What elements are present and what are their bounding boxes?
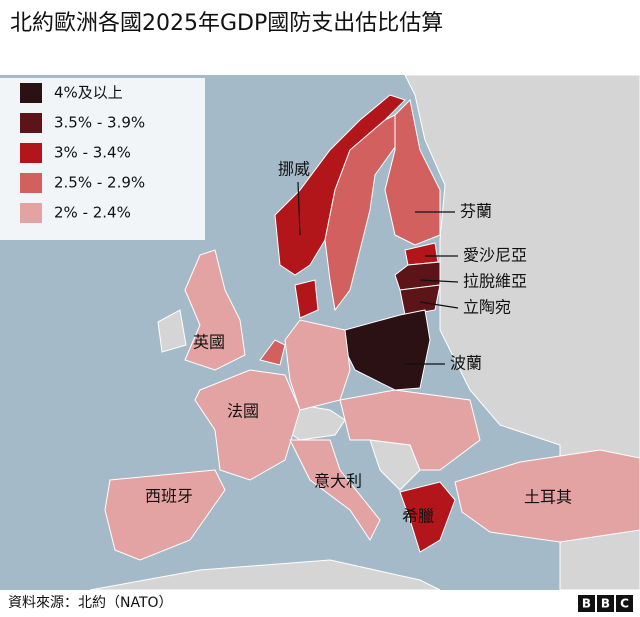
legend-label: 3% - 3.4% bbox=[54, 144, 131, 162]
country-italy bbox=[289, 439, 381, 541]
country-label: 拉脫維亞 bbox=[463, 272, 527, 291]
country-label: 希臘 bbox=[402, 507, 434, 526]
legend-swatch bbox=[20, 83, 42, 103]
country-label: 立陶宛 bbox=[463, 298, 511, 317]
legend-swatch bbox=[20, 113, 42, 133]
legend-label: 3.5% - 3.9% bbox=[54, 114, 145, 132]
country-labels: 挪威 芬蘭 愛沙尼亞 拉脫維亞 立陶宛 英國 波蘭 法國 意大利 西班牙 希臘 … bbox=[145, 160, 572, 526]
country-label: 西班牙 bbox=[145, 487, 193, 506]
logo-letter: C bbox=[620, 597, 629, 611]
legend-label: 4%及以上 bbox=[54, 84, 123, 102]
country-uk bbox=[184, 249, 246, 371]
country-label: 愛沙尼亞 bbox=[463, 246, 527, 265]
country-finland bbox=[384, 98, 441, 246]
country-label: 法國 bbox=[227, 402, 259, 421]
logo-block bbox=[578, 595, 595, 612]
country-france bbox=[194, 369, 301, 481]
countries bbox=[104, 94, 640, 561]
country-greece bbox=[399, 481, 456, 553]
legend-swatch bbox=[20, 173, 42, 193]
logo-letter: B bbox=[582, 597, 591, 611]
country-turkey bbox=[454, 449, 640, 543]
country-latvia bbox=[394, 261, 441, 291]
logo-letter: B bbox=[601, 597, 610, 611]
country-central-europe bbox=[339, 389, 481, 471]
country-label: 芬蘭 bbox=[460, 202, 492, 221]
leader-line bbox=[419, 279, 459, 283]
country-sweden bbox=[324, 114, 401, 312]
country-label: 土耳其 bbox=[524, 488, 572, 507]
country-spain bbox=[104, 469, 226, 561]
logo-block bbox=[597, 595, 614, 612]
legend-swatch bbox=[20, 143, 42, 163]
leader-lines bbox=[297, 181, 459, 365]
logo-block bbox=[616, 595, 633, 612]
country-norway bbox=[274, 94, 406, 276]
legend: 4%及以上 3.5% - 3.9% 3% - 3.4% 2.5% - 2.9% 2% -… bbox=[20, 83, 145, 223]
country-label: 意大利 bbox=[314, 472, 362, 491]
land-africa bbox=[89, 559, 441, 591]
legend-swatch bbox=[20, 203, 42, 223]
country-lithuania bbox=[399, 284, 441, 316]
country-label: 波蘭 bbox=[450, 354, 482, 373]
legend-label: 2% - 2.4% bbox=[54, 204, 131, 222]
title: 北約歐洲各國2025年GDP國防支出估比估算 bbox=[10, 11, 443, 36]
country-label: 挪威 bbox=[278, 160, 310, 179]
source: 資料來源：北約（NATO） bbox=[8, 595, 173, 611]
legend-label: 2.5% - 2.9% bbox=[54, 174, 145, 192]
leader-line bbox=[297, 181, 301, 236]
land-ireland bbox=[157, 309, 187, 353]
leader-line bbox=[419, 301, 459, 309]
country-denmark bbox=[294, 279, 319, 319]
country-germany bbox=[284, 319, 351, 411]
country-netherlands bbox=[259, 339, 286, 366]
country-label: 英國 bbox=[193, 333, 225, 352]
